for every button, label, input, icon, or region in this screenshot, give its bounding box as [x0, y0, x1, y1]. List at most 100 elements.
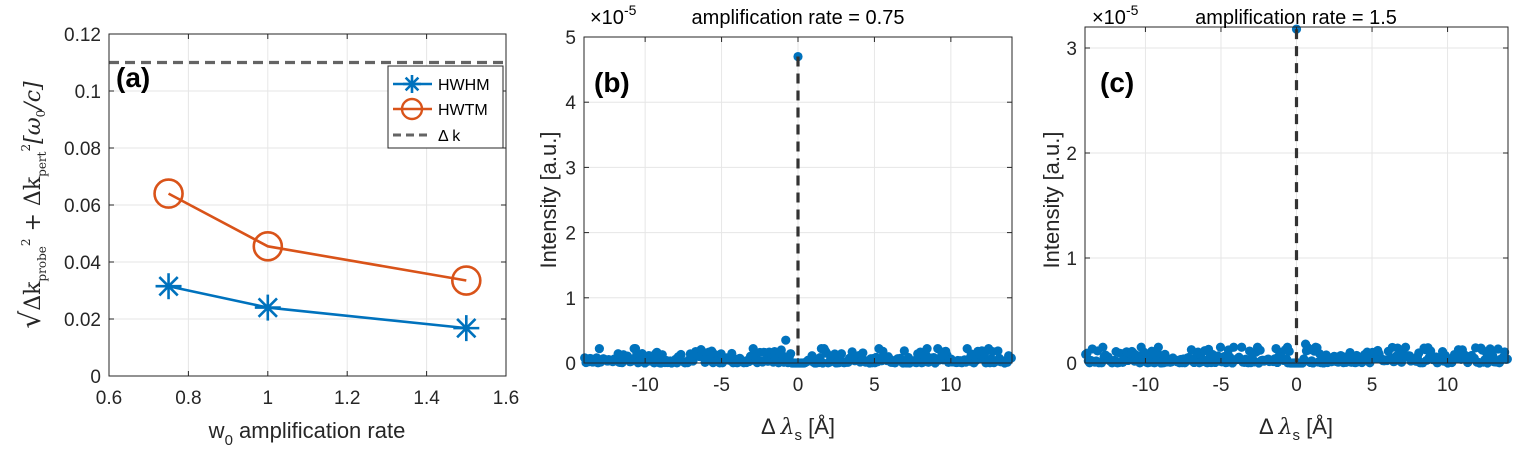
y-tick-labels-c: 0 1 2 3 — [1066, 39, 1077, 375]
y-tick-label: 0.02 — [64, 310, 101, 331]
x-tick-labels-b: -10 -5 0 5 10 — [631, 375, 961, 396]
y-tick-labels-b: 0 1 2 3 4 5 — [565, 28, 576, 375]
scatter-point — [1426, 346, 1436, 356]
exponent-label-c: ×10-5 — [1092, 2, 1139, 29]
chart-panel-b: -10 -5 0 5 10 0 1 2 3 4 5 (b) ×10-5 amplification… — [536, 2, 1016, 444]
scatter-point — [858, 348, 868, 358]
scatter-point — [1215, 342, 1226, 352]
panel-label-a: (a) — [116, 62, 150, 93]
x-tick-label: 5 — [1367, 375, 1378, 396]
scatter-point — [1153, 342, 1163, 352]
y-tick-label: 1 — [565, 289, 576, 310]
scatter-point — [1098, 342, 1108, 352]
x-axis-label-c: Δ λs [Å] — [1259, 414, 1333, 444]
svg-text:√Δkprobe2 + Δkpert2[ω0/c]: √Δkprobe2 + Δkpert2[ω0/c] — [14, 81, 49, 329]
y-tick-label: 4 — [565, 93, 576, 114]
legend-entry-hwtm: HWTM — [393, 97, 488, 121]
x-tick-label: -10 — [1132, 375, 1159, 396]
chart-panel-a: 0.6 0.8 1 1.2 1.4 1.6 0 0.02 0.04 0.06 0.08 0.1 0.1… — [14, 25, 519, 449]
exponent-label-b: ×10-5 — [590, 2, 637, 29]
scatter-point — [1229, 342, 1239, 352]
y-tick-label: 2 — [565, 224, 576, 245]
y-tick-label: 1 — [1066, 249, 1077, 270]
scatter-point — [993, 346, 1003, 356]
legend-asterisk — [403, 75, 421, 93]
series-line-hwtm — [167, 192, 467, 282]
x-tick-label: 1.2 — [334, 388, 360, 409]
scatter-point — [748, 344, 758, 354]
y-tick-label: 0 — [565, 354, 576, 375]
circle-marker-icon — [400, 97, 424, 121]
y-axis-label-a: √Δkprobe2 + Δkpert2[ω0/c] — [14, 81, 49, 329]
scatter-point — [1502, 354, 1512, 364]
secondary-peak-point — [1282, 342, 1293, 352]
scatter-point — [786, 349, 796, 359]
scatter-point — [1500, 347, 1510, 357]
secondary-peak-point — [781, 335, 791, 345]
data-point-hwhm-stroke — [257, 297, 278, 318]
ticks-b — [584, 36, 1012, 364]
legend-label-hwtm: HWTM — [438, 102, 488, 119]
panel-label-c: (c) — [1100, 67, 1134, 98]
secondary-peak-point — [1300, 339, 1311, 349]
data-point-hwhm-stroke — [158, 276, 179, 297]
x-tick-label: 0 — [1291, 375, 1302, 396]
legend-label-hwhm: HWHM — [438, 77, 490, 94]
panel-label-b: (b) — [594, 67, 630, 98]
x-tick-label: 1.4 — [413, 388, 440, 409]
legend-asterisk-stroke — [404, 76, 420, 92]
legend-entry-hwhm: HWHM — [393, 75, 490, 94]
data-point-hwhm — [254, 294, 281, 321]
data-point-hwhm — [155, 273, 182, 300]
chart-title-b: amplification rate = 0.75 — [692, 7, 905, 29]
chart-title-c: amplification rate = 1.5 — [1195, 7, 1397, 29]
x-tick-label: 5 — [869, 375, 880, 396]
x-tick-label: 0 — [793, 375, 804, 396]
x-tick-labels-a: 0.6 0.8 1 1.2 1.4 1.6 — [96, 388, 519, 409]
legend-a: HWHM HWTM Δ k — [387, 65, 504, 149]
x-tick-label: 1 — [263, 388, 274, 409]
x-tick-label: -5 — [713, 375, 730, 396]
legend-label-delta-k: Δ k — [438, 128, 461, 145]
scatter-point — [1237, 342, 1247, 352]
x-axis-label-a: w0 amplification rate — [208, 418, 406, 449]
scatter-point — [1006, 353, 1016, 363]
scatter-point — [836, 349, 847, 359]
x-tick-label: -10 — [631, 375, 658, 396]
data-point-hwtm — [153, 178, 184, 209]
y-tick-label: 0.06 — [64, 196, 101, 217]
data-point-hwtm — [450, 265, 482, 296]
y-tick-label: 0.1 — [75, 82, 101, 103]
asterisk-marker-icon — [403, 75, 421, 93]
legend-entry-delta-k: Δ k — [393, 128, 461, 145]
scatter-point — [1400, 342, 1411, 352]
y-tick-label: 0.08 — [64, 139, 101, 160]
scatter-point — [594, 344, 604, 354]
y-axis-label-b: Intensity [a.u.] — [536, 132, 561, 269]
x-tick-labels-c: -10 -5 0 5 10 — [1132, 375, 1458, 396]
chart-panel-c: -10 -5 0 5 10 0 1 2 3 (c) ×10-5 amplification r… — [1039, 2, 1512, 444]
ticks-a — [108, 33, 507, 377]
y-axis-label-c: Intensity [a.u.] — [1039, 132, 1064, 269]
x-tick-label: 1.6 — [493, 388, 519, 409]
x-tick-label: 10 — [940, 375, 961, 396]
y-tick-label: 3 — [1066, 39, 1077, 60]
y-tick-label: 3 — [565, 158, 576, 179]
data-point-hwtm — [252, 231, 284, 262]
y-tick-label: 0 — [1066, 354, 1077, 375]
x-tick-label: 10 — [1437, 375, 1458, 396]
y-tick-label: 2 — [1066, 144, 1077, 165]
series-a — [153, 178, 482, 342]
y-tick-label: 5 — [565, 28, 576, 49]
x-tick-label: -5 — [1213, 375, 1230, 396]
data-point-hwhm-stroke — [456, 318, 477, 339]
scatter-point — [899, 346, 909, 356]
scatter-point — [922, 344, 932, 354]
y-tick-label: 0 — [90, 367, 101, 388]
y-tick-label: 0.04 — [64, 253, 101, 274]
x-axis-label-b: Δ λs [Å] — [761, 414, 835, 444]
y-tick-label: 0.12 — [64, 25, 101, 46]
x-tick-label: 0.8 — [175, 388, 201, 409]
y-tick-labels-a: 0 0.02 0.04 0.06 0.08 0.1 0.12 — [64, 25, 101, 388]
x-tick-label: 0.6 — [96, 388, 122, 409]
